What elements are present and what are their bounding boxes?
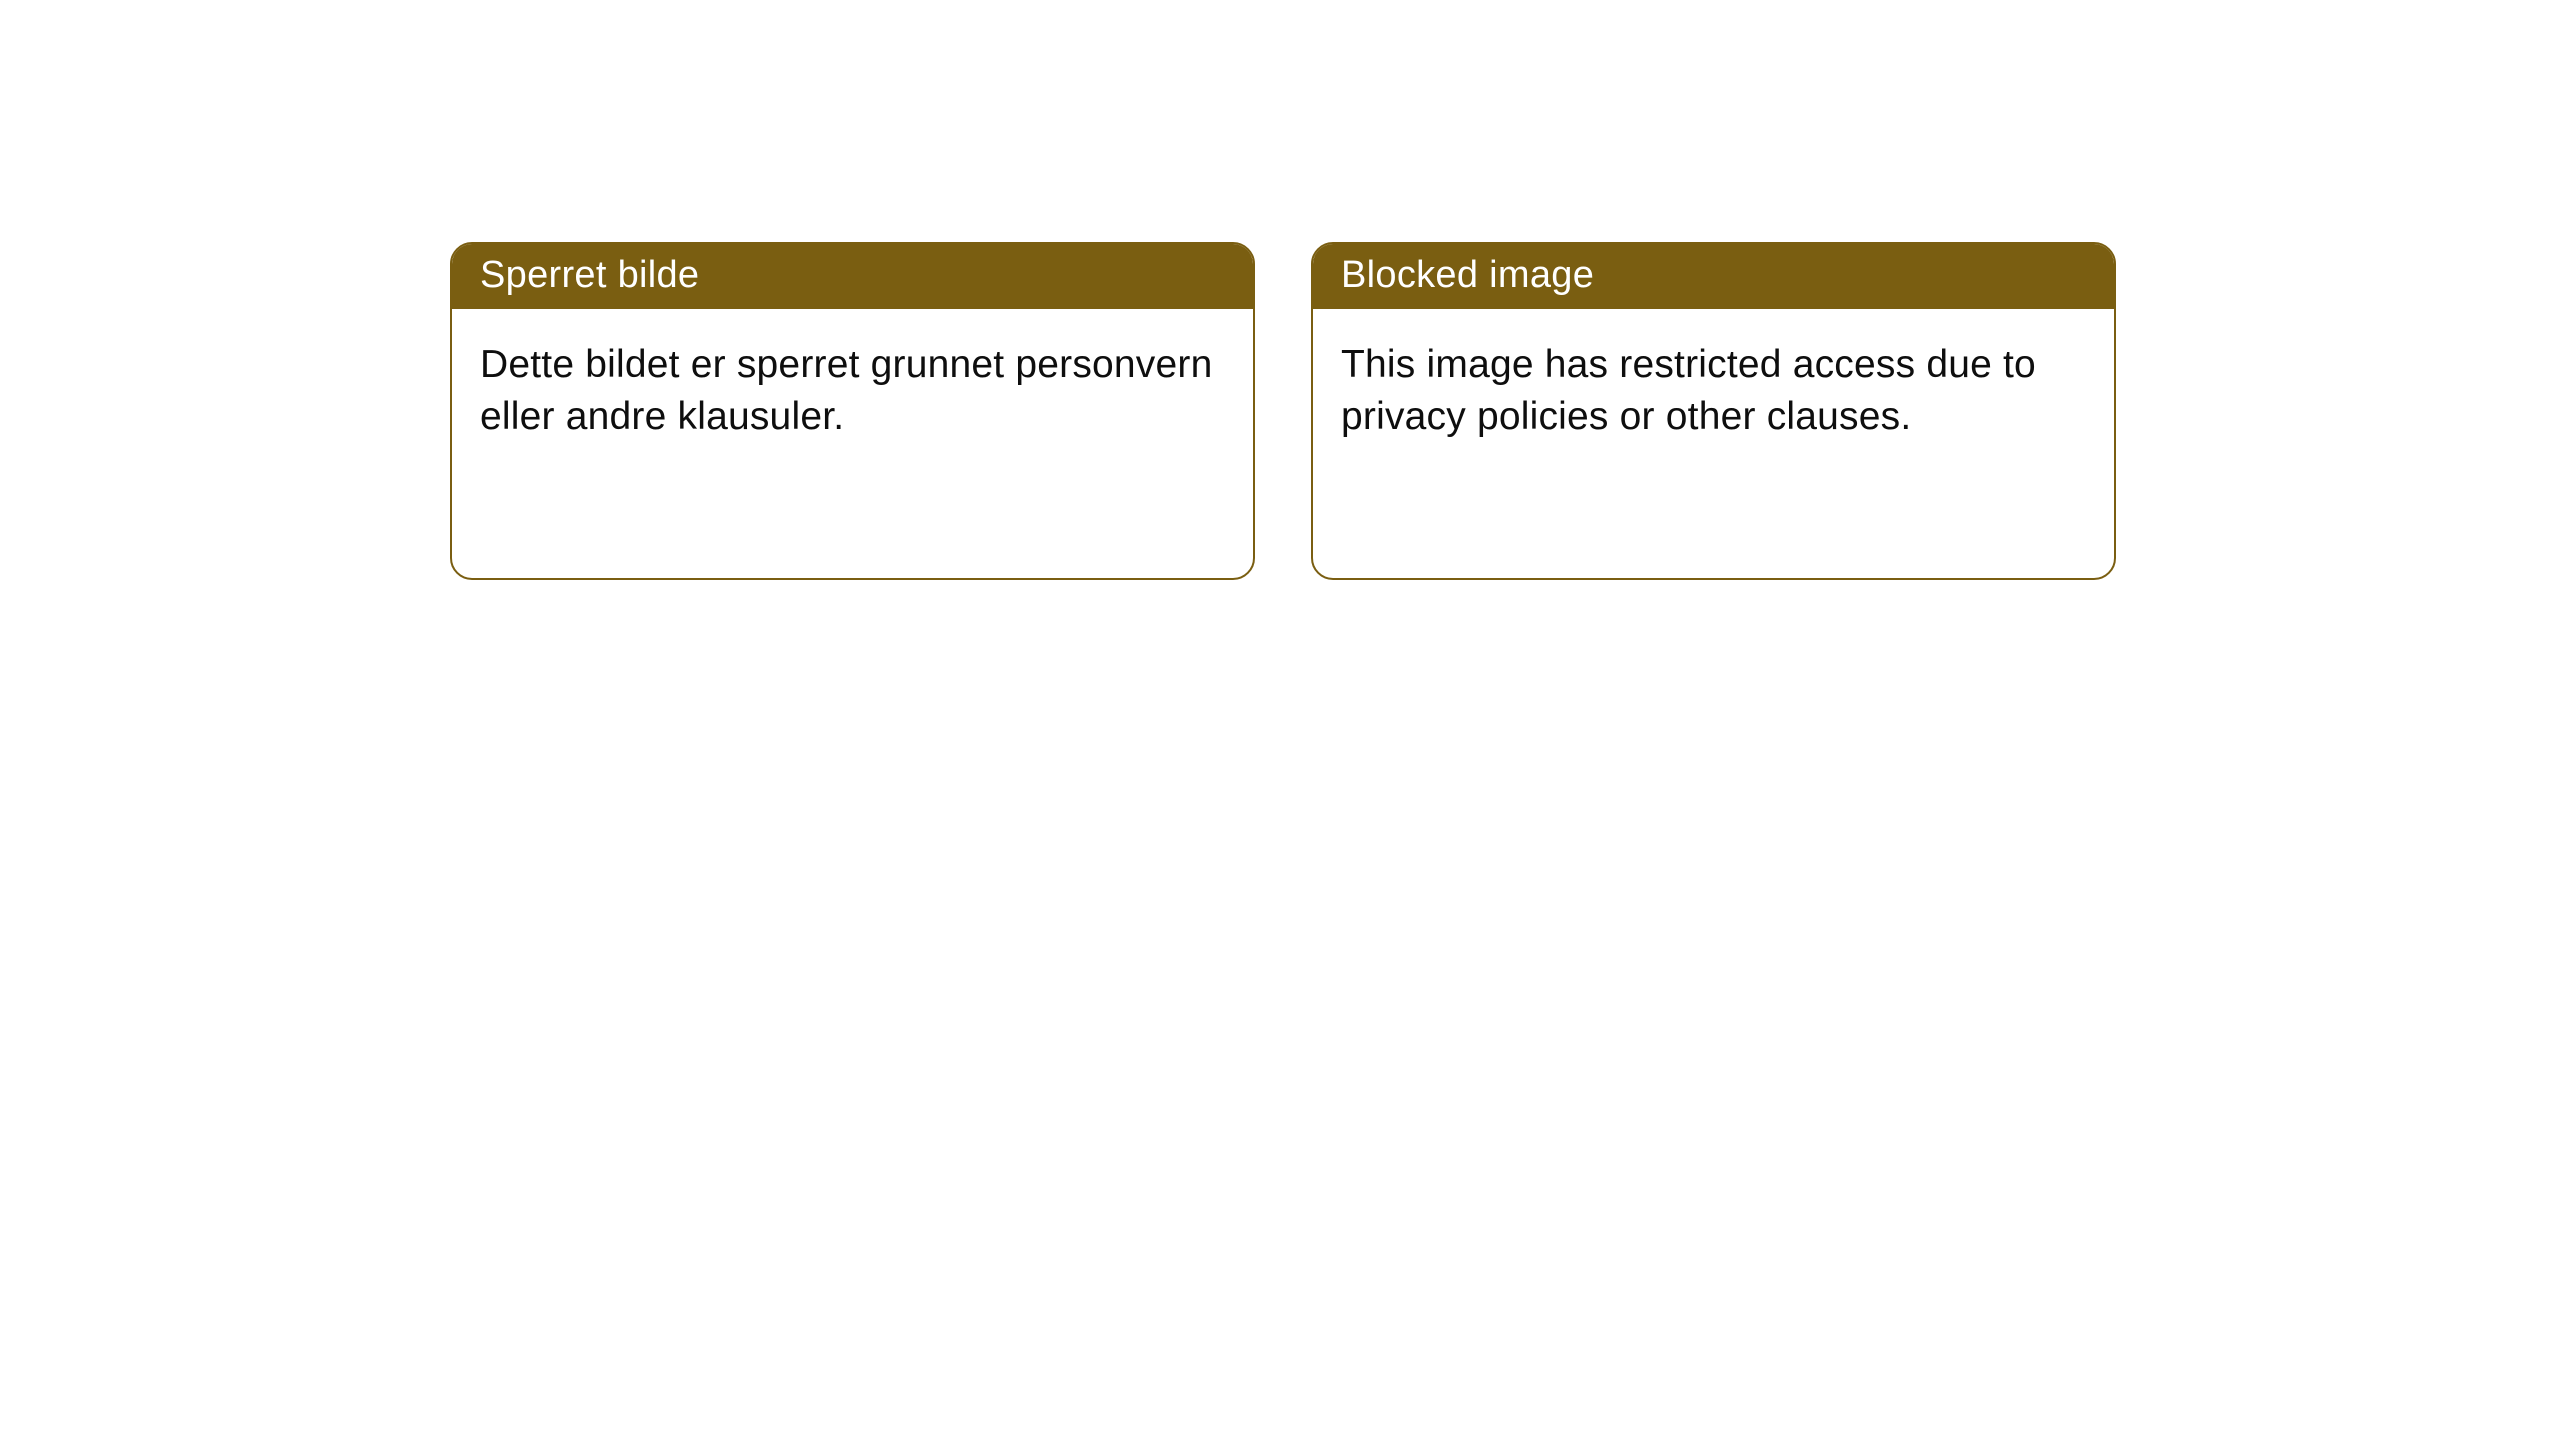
notice-body-english: This image has restricted access due to … <box>1313 309 2114 466</box>
notice-card-norwegian: Sperret bilde Dette bildet er sperret gr… <box>450 242 1255 580</box>
notice-card-english: Blocked image This image has restricted … <box>1311 242 2116 580</box>
notice-header-norwegian: Sperret bilde <box>452 244 1253 309</box>
notice-body-norwegian: Dette bildet er sperret grunnet personve… <box>452 309 1253 466</box>
notice-container: Sperret bilde Dette bildet er sperret gr… <box>0 0 2560 580</box>
notice-header-english: Blocked image <box>1313 244 2114 309</box>
